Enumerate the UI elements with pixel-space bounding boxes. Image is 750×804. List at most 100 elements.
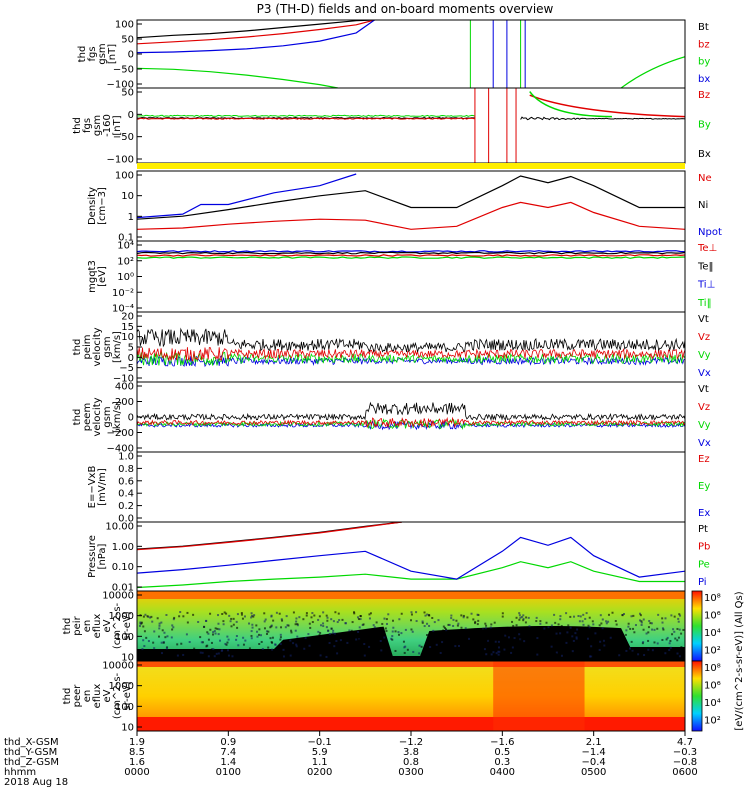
speckle [650,622,653,625]
speckle [437,619,440,622]
speckle [464,631,467,634]
speckle [290,649,293,652]
panel-ylabel: eflux [92,614,103,639]
speckle [442,633,445,636]
speckle [374,636,377,639]
speckle [584,640,587,643]
speckle [241,617,244,620]
speckle [607,613,610,616]
colorbar-tick: 10⁸ [704,593,721,604]
speckle [319,631,322,634]
speckle [152,654,155,657]
speckle [185,633,188,636]
speckle [322,611,325,614]
speckle [322,655,325,658]
speckle [403,651,406,654]
y-tick-label: 10 [121,191,134,202]
speckle [233,653,236,656]
speckle [151,620,154,623]
speckle [339,639,342,642]
speckle [278,612,281,615]
speckle [457,644,460,647]
speckle [250,612,253,615]
speckle [429,646,432,649]
speckle [530,634,533,637]
speckle [244,639,247,642]
y-tick-label: 1.0 [118,452,134,463]
speckle [452,624,455,627]
speckle [332,620,335,623]
speckle [608,652,611,655]
speckle [260,640,263,643]
speckle [415,611,418,614]
speckle [403,646,406,649]
legend-Vz: Vz [698,332,710,343]
speckle [460,630,463,633]
speckle [330,627,333,630]
panel-ylabel: thd [62,618,73,635]
speckle [359,618,362,621]
speckle [553,613,556,616]
speckle [578,620,581,623]
y-tick-label: −200 [107,428,134,439]
date-label: 2018 Aug 18 [4,777,68,788]
y-tick-label: 200 [115,397,134,408]
temperature-trace [137,251,685,255]
speckle [627,625,630,628]
speckle [519,616,522,619]
speckle [322,625,325,628]
speckle [431,637,434,640]
speckle [242,643,245,646]
ephemeris-value: −1.2 [399,737,423,748]
y-tick-label: 10000 [102,591,134,602]
speckle [295,645,298,648]
speckle [641,642,644,645]
speckle [385,622,388,625]
ephemeris-value: −0.4 [582,757,606,768]
speckle [661,617,664,620]
speckle [210,653,213,656]
speckle [559,618,562,621]
speckle [555,632,558,635]
speckle [391,630,394,633]
speckle [634,649,637,652]
speckle [669,639,672,642]
speckle [592,651,595,654]
speckle [511,646,514,649]
speckle [653,628,656,631]
y-tick-label: −100 [107,155,134,166]
speckle [411,630,414,633]
series-by-recovery [620,56,685,88]
speckle [212,631,215,634]
speckle [310,616,313,619]
speckle [270,614,273,617]
speckle [511,620,514,623]
speckle [157,635,160,638]
colorbar-tick: 10⁸ [704,663,721,674]
speckle [426,634,429,637]
speckle [240,612,243,615]
speckle [484,622,487,625]
speckle [326,619,329,622]
speckle [336,652,339,655]
speckle [227,654,230,657]
speckle [593,630,596,633]
speckle [421,621,424,624]
speckle [571,635,574,638]
speckle [263,620,266,623]
speckle [330,618,333,621]
speckle [210,648,213,651]
panel-frame [136,87,686,164]
speckle [548,630,551,633]
legend-Ni: Ni [698,200,708,211]
speckle [333,632,336,635]
legend-Vy: Vy [698,420,711,431]
field-trace [529,91,612,118]
panel-ylabel: (cm^2-s- [112,602,123,649]
speckle [573,639,576,642]
ephemeris-value: 8.5 [129,747,145,758]
speckle [144,613,147,616]
speckle [598,624,601,627]
y-tick-label: 5 [128,343,134,354]
speckle [522,617,525,620]
